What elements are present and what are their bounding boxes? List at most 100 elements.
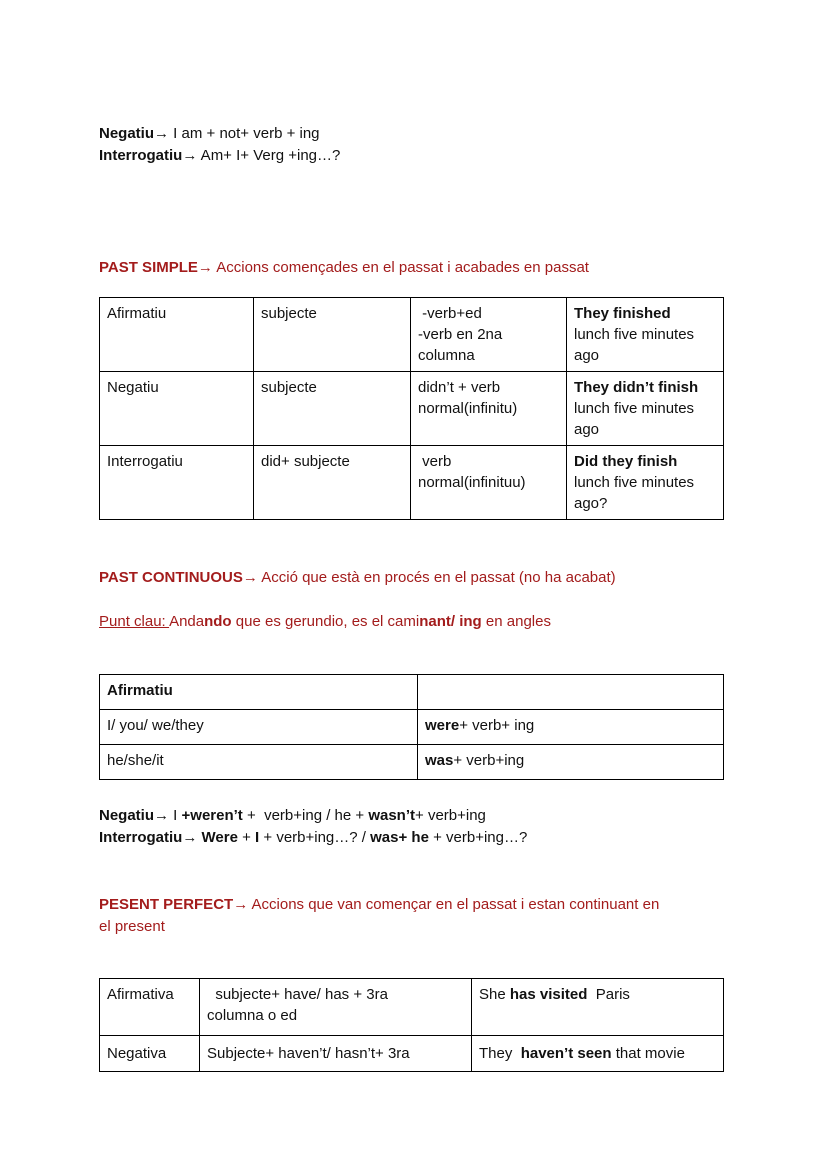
table-cell: subjecte — [253, 371, 411, 446]
table-row-singular-subjects: he/she/it was+ verb+ing — [99, 744, 724, 780]
table-cell: Afirmativa — [99, 978, 200, 1036]
text-run: Afirmatiu — [107, 682, 173, 699]
present-continuous-negatiu-formula: Negatiu→ I am + not+ verb + ing — [99, 123, 729, 145]
text-run: I/ you/ we/they — [107, 717, 204, 734]
text-run: subjecte — [261, 379, 317, 396]
table-cell: Negatiu — [99, 371, 254, 446]
text-run: + verb+ing…? / — [259, 829, 371, 846]
punt-clau-note: Punt clau: Andando que es gerundio, es e… — [99, 611, 729, 633]
pesent-perfect-heading: PESENT PERFECT→ Accions que van començar… — [99, 894, 729, 938]
past-continuous-negatiu-formula: Negatiu→ I +weren’t + verb+ing / he + wa… — [99, 805, 729, 827]
text-run: Did they finish — [574, 453, 678, 470]
text-run: wasn’t — [368, 807, 416, 824]
table-cell: Subjecte+ haven’t/ hasn’t+ 3ra — [199, 1035, 472, 1072]
text-run: haven’t seen — [520, 1045, 612, 1062]
text-run: lunch five minutes ago — [574, 400, 695, 438]
text-run: ndo — [204, 613, 232, 630]
text-run: was+ he — [370, 829, 429, 846]
text-run: + — [237, 829, 256, 846]
text-run: They — [479, 1045, 521, 1062]
table-row-negatiu: Negatiu subjecte didn’t + verb normal(in… — [99, 371, 724, 446]
text-run: Negatiu — [107, 379, 159, 396]
text-run: has visited — [509, 986, 588, 1003]
table-cell: Afirmatiu — [99, 674, 418, 710]
table-row-negativa: Negativa Subjecte+ haven’t/ hasn’t+ 3ra … — [99, 1035, 724, 1072]
pesent-perfect-table: Afirmativa subjecte+ have/ has + 3ra col… — [99, 978, 724, 1072]
text-run: Afirmativa — [107, 986, 174, 1003]
table-cell: verb normal(infinituu) — [410, 445, 567, 520]
text-run: subjecte — [261, 305, 317, 322]
table-cell: They didn’t finish lunch five minutes ag… — [566, 371, 724, 446]
text-run: → Am+ I+ Verg +ing…? — [182, 147, 341, 164]
text-run: PESENT PERFECT — [99, 896, 234, 913]
text-run: verb normal(infinituu) — [418, 453, 526, 491]
text-run: en angles — [481, 613, 551, 630]
text-run: +weren’t — [181, 807, 243, 824]
table-row-afirmativa: Afirmativa subjecte+ have/ has + 3ra col… — [99, 978, 724, 1036]
text-run: + verb+ing…? — [428, 829, 528, 846]
text-run: lunch five minutes ago? — [574, 474, 695, 512]
table-cell: I/ you/ we/they — [99, 709, 418, 745]
past-continuous-heading: PAST CONTINUOUS→ Acció que està en procé… — [99, 567, 729, 589]
text-run: Punt clau: — [99, 613, 170, 630]
text-run: Anda — [169, 613, 205, 630]
table-cell: were+ verb+ ing — [417, 709, 724, 745]
text-run: didn’t + verb normal(infinitu) — [418, 379, 518, 417]
text-run: Negatiu — [99, 125, 155, 142]
text-run: Interrogatiu — [99, 147, 183, 164]
table-cell: he/she/it — [99, 744, 418, 780]
text-run: PAST SIMPLE — [99, 259, 198, 276]
table-row-afirmatiu: Afirmatiu subjecte -verb+ed -verb en 2na… — [99, 297, 724, 372]
text-run: → Accions començades en el passat i acab… — [197, 259, 589, 276]
text-run: Interrogatiu — [107, 453, 183, 470]
text-run: → Acció que està en procés en el passat … — [242, 569, 616, 586]
table-row-header: Afirmatiu — [99, 674, 724, 710]
text-run: were — [425, 717, 460, 734]
text-run: → — [182, 829, 202, 846]
table-cell — [417, 674, 724, 710]
table-row-interrogatiu: Interrogatiu did+ subjecte verb normal(i… — [99, 445, 724, 520]
table-row-plural-subjects: I/ you/ we/they were+ verb+ ing — [99, 709, 724, 745]
table-cell: subjecte+ have/ has + 3ra columna o ed — [199, 978, 472, 1036]
text-run: that movie — [611, 1045, 685, 1062]
text-run: Subjecte+ haven’t/ hasn’t+ 3ra — [207, 1045, 410, 1062]
text-run: → I — [154, 807, 182, 824]
text-run: Interrogatiu — [99, 829, 183, 846]
text-run: was — [425, 752, 454, 769]
text-run: Negatiu — [99, 807, 155, 824]
text-run: + verb+ing — [415, 807, 486, 824]
text-run: he/she/it — [107, 752, 164, 769]
table-cell: subjecte — [253, 297, 411, 372]
past-continuous-interrogatiu-formula: Interrogatiu→ Were + I + verb+ing…? / wa… — [99, 827, 729, 849]
text-run: PAST CONTINUOUS — [99, 569, 243, 586]
text-run: → I am + not+ verb + ing — [154, 125, 320, 142]
table-cell: Did they finish lunch five minutes ago? — [566, 445, 724, 520]
text-run: nant/ ing — [419, 613, 482, 630]
table-cell: was+ verb+ing — [417, 744, 724, 780]
present-continuous-interrogatiu-formula: Interrogatiu→ Am+ I+ Verg +ing…? — [99, 145, 729, 167]
text-run: did+ subjecte — [261, 453, 350, 470]
table-cell: She has visited Paris — [471, 978, 724, 1036]
table-cell: -verb+ed -verb en 2na columna — [410, 297, 567, 372]
text-run: subjecte+ have/ has + 3ra columna o ed — [207, 986, 388, 1024]
text-run: They finished — [574, 305, 671, 322]
table-cell: Negativa — [99, 1035, 200, 1072]
text-run: Paris — [587, 986, 630, 1003]
text-run: She — [479, 986, 510, 1003]
text-run: Afirmatiu — [107, 305, 167, 322]
text-run: + verb+ ing — [459, 717, 535, 734]
text-run: + verb+ing — [453, 752, 525, 769]
past-simple-heading: PAST SIMPLE→ Accions començades en el pa… — [99, 257, 729, 279]
table-cell: They haven’t seen that movie — [471, 1035, 724, 1072]
text-run: Negativa — [107, 1045, 167, 1062]
text-run: lunch five minutes ago — [574, 326, 695, 364]
table-cell: did+ subjecte — [253, 445, 411, 520]
text-run: + verb+ing / he + — [242, 807, 369, 824]
text-run: -verb+ed -verb en 2na columna — [418, 305, 503, 364]
past-simple-table: Afirmatiu subjecte -verb+ed -verb en 2na… — [99, 297, 724, 520]
table-cell: Afirmatiu — [99, 297, 254, 372]
past-continuous-table: Afirmatiu I/ you/ we/they were+ verb+ in… — [99, 674, 724, 780]
text-run: I — [255, 829, 260, 846]
table-cell: didn’t + verb normal(infinitu) — [410, 371, 567, 446]
